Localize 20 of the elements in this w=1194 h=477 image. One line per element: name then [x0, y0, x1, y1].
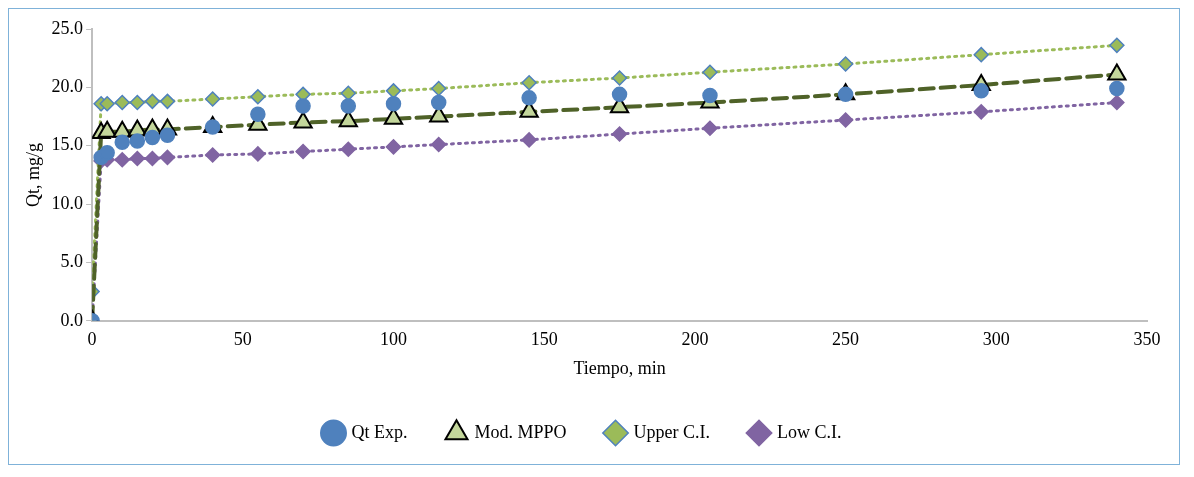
x-tick-label: 250 [832, 329, 860, 350]
x-tick-label: 100 [380, 329, 407, 350]
legend-label: Mod. MPPO [474, 421, 567, 442]
x-tick-label: 150 [530, 329, 558, 350]
x-tick-label: 50 [233, 329, 252, 350]
y-tick-label: 20.0 [51, 76, 84, 97]
x-tick-label: 200 [681, 329, 709, 350]
x-axis-title: Tiempo, min [573, 357, 666, 378]
y-tick-label: 10.0 [51, 192, 84, 213]
y-axis-title: Qt, mg/g [22, 142, 43, 207]
legend-label: Low C.I. [777, 421, 842, 442]
y-tick-label: 0.0 [60, 309, 84, 330]
x-tick-label: 350 [1133, 329, 1161, 350]
y-tick-label: 25.0 [51, 17, 84, 38]
legend-label: Qt Exp. [351, 421, 408, 442]
legend-label: Upper C.I. [633, 421, 711, 442]
x-tick-label: 0 [87, 329, 97, 350]
x-tick-label: 300 [982, 329, 1010, 350]
y-tick-label: 15.0 [51, 134, 84, 155]
y-tick-label: 5.0 [60, 251, 84, 272]
